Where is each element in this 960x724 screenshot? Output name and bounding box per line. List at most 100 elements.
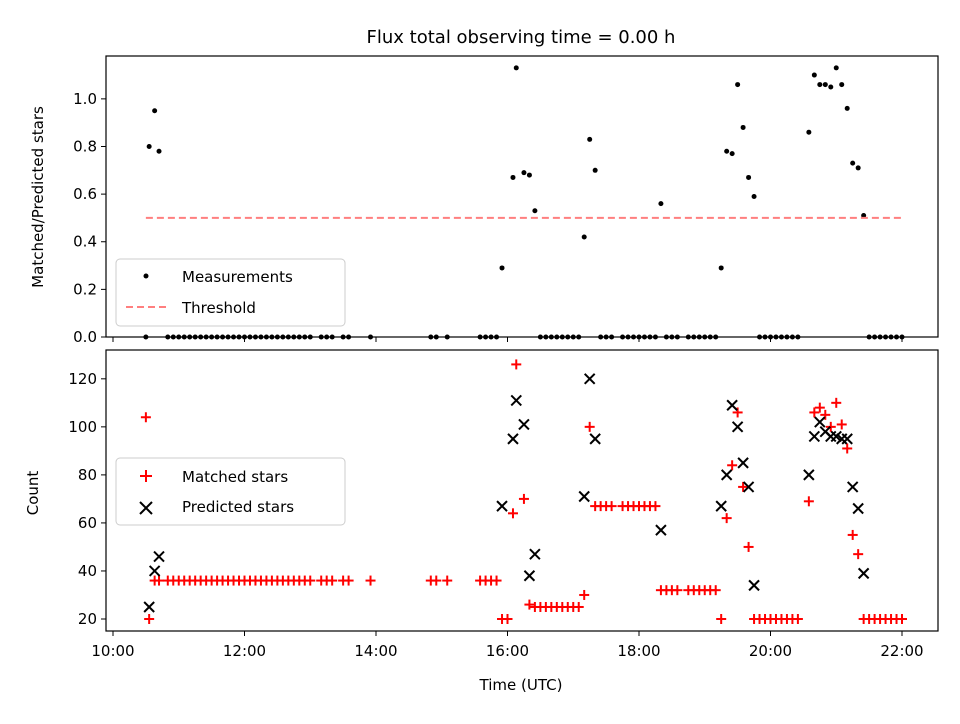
measurement-point	[855, 165, 861, 171]
measurement-point	[833, 65, 839, 71]
x-tick-label: 14:00	[354, 642, 397, 660]
legend-label-matched-stars: Matched stars	[182, 468, 288, 486]
matched-star-point	[502, 613, 513, 624]
matched-star-point	[511, 359, 522, 370]
y-tick-label: 0.8	[73, 137, 97, 155]
predicted-star-point	[529, 548, 541, 560]
matched-star-point	[738, 481, 749, 492]
predicted-star-point	[153, 550, 165, 563]
measurement-point	[521, 170, 527, 176]
measurement-point	[532, 208, 538, 214]
top-plot: 0.0 0.2 0.4 0.6 0.8 1.0 Matched/Predicted sta…	[29, 55, 939, 346]
predicted-star-point	[518, 418, 530, 431]
predicted-star-point	[715, 500, 727, 512]
y-tick-label: 0.6	[73, 185, 97, 203]
predicted-star-point	[808, 430, 821, 443]
measurement-point	[152, 108, 158, 114]
legend-label-measurements: Measurements	[182, 268, 293, 286]
measurement-point	[828, 84, 834, 90]
measurement-point	[718, 265, 724, 271]
matched-star-point	[853, 549, 864, 560]
predicted-star-point	[737, 457, 749, 469]
measurement-point	[729, 151, 735, 157]
matched-star-point	[305, 575, 316, 586]
matched-star-point	[710, 585, 721, 596]
predicted-star-point	[748, 579, 760, 592]
legend-label-threshold: Threshold	[181, 299, 256, 317]
measurement-point	[746, 174, 752, 180]
matched-star-point	[820, 409, 831, 420]
y-tick-label: 0.2	[73, 280, 97, 298]
predicted-star-point	[583, 373, 596, 385]
measurement-point	[751, 194, 757, 199]
measurement-point	[740, 124, 746, 130]
measurement-point	[822, 82, 828, 88]
y-tick-label: 120	[68, 370, 97, 388]
predicted-star-point	[742, 481, 755, 493]
top-axes-frame	[105, 55, 939, 338]
predicted-star-point	[148, 565, 161, 577]
matched-star-point	[584, 421, 595, 432]
y-tick-label: 0.0	[73, 328, 97, 346]
predicted-star-point	[143, 601, 155, 613]
matched-star-point	[518, 493, 529, 504]
matched-star-point	[847, 529, 858, 540]
matched-star-point	[803, 496, 814, 507]
measurement-point	[850, 160, 856, 166]
matched-star-point	[650, 501, 661, 512]
matched-star-point	[431, 575, 442, 586]
y-tick-label: 20	[78, 610, 97, 628]
measurement-point	[581, 234, 587, 240]
predicted-star-point	[720, 469, 733, 481]
measurement-point	[510, 174, 516, 180]
matched-star-point	[144, 613, 155, 624]
matched-star-point	[825, 421, 836, 432]
matched-star-point	[154, 575, 165, 586]
matched-star-point	[897, 613, 907, 624]
chart-title: Flux total observing time = 0.00 h	[367, 27, 676, 48]
measurement-point	[811, 72, 817, 78]
matched-star-point	[579, 589, 590, 600]
predicted-star-point	[852, 502, 864, 515]
measurement-point	[839, 82, 845, 88]
predicted-star-point	[857, 567, 870, 580]
matched-star-point	[365, 575, 376, 586]
predicted-star-point	[731, 421, 744, 433]
matched-star-point	[743, 541, 754, 552]
predicted-star-point	[578, 490, 590, 503]
measurement-point	[156, 148, 162, 154]
bottom-y-axis-label: Count	[24, 471, 42, 516]
y-tick-label: 1.0	[73, 90, 97, 108]
matched-star-point	[606, 501, 617, 512]
measurement-point	[587, 136, 593, 142]
x-tick-label: 16:00	[486, 642, 529, 660]
x-tick-label: 22:00	[880, 642, 923, 660]
measurement-point	[526, 172, 532, 178]
predicted-star-point	[814, 416, 826, 428]
y-tick-label: 80	[78, 466, 97, 484]
measurement-point	[592, 167, 598, 173]
matched-star-point	[842, 443, 853, 454]
measurement-point	[844, 105, 850, 111]
matched-star-point	[814, 402, 825, 413]
matched-star-point	[672, 585, 683, 596]
matched-star-point	[721, 513, 732, 524]
matched-star-point	[573, 601, 584, 612]
legend-x-marker	[139, 501, 153, 515]
matched-star-point	[836, 419, 847, 430]
measurement-point	[658, 201, 664, 207]
y-tick-label: 40	[78, 562, 97, 580]
measurement-point	[806, 129, 812, 135]
predicted-star-point	[841, 433, 853, 445]
y-tick-label: 60	[78, 514, 97, 532]
measurement-point	[146, 143, 152, 149]
bottom-legend: Matched stars Predicted stars	[115, 457, 346, 526]
x-tick-label: 10:00	[91, 642, 134, 660]
matched-star-point	[442, 575, 453, 586]
measurement-point	[499, 265, 505, 271]
predicted-star-point	[523, 570, 536, 582]
x-tick-label: 12:00	[223, 642, 266, 660]
matched-star-point	[507, 508, 518, 519]
x-tick-label: 20:00	[749, 642, 792, 660]
